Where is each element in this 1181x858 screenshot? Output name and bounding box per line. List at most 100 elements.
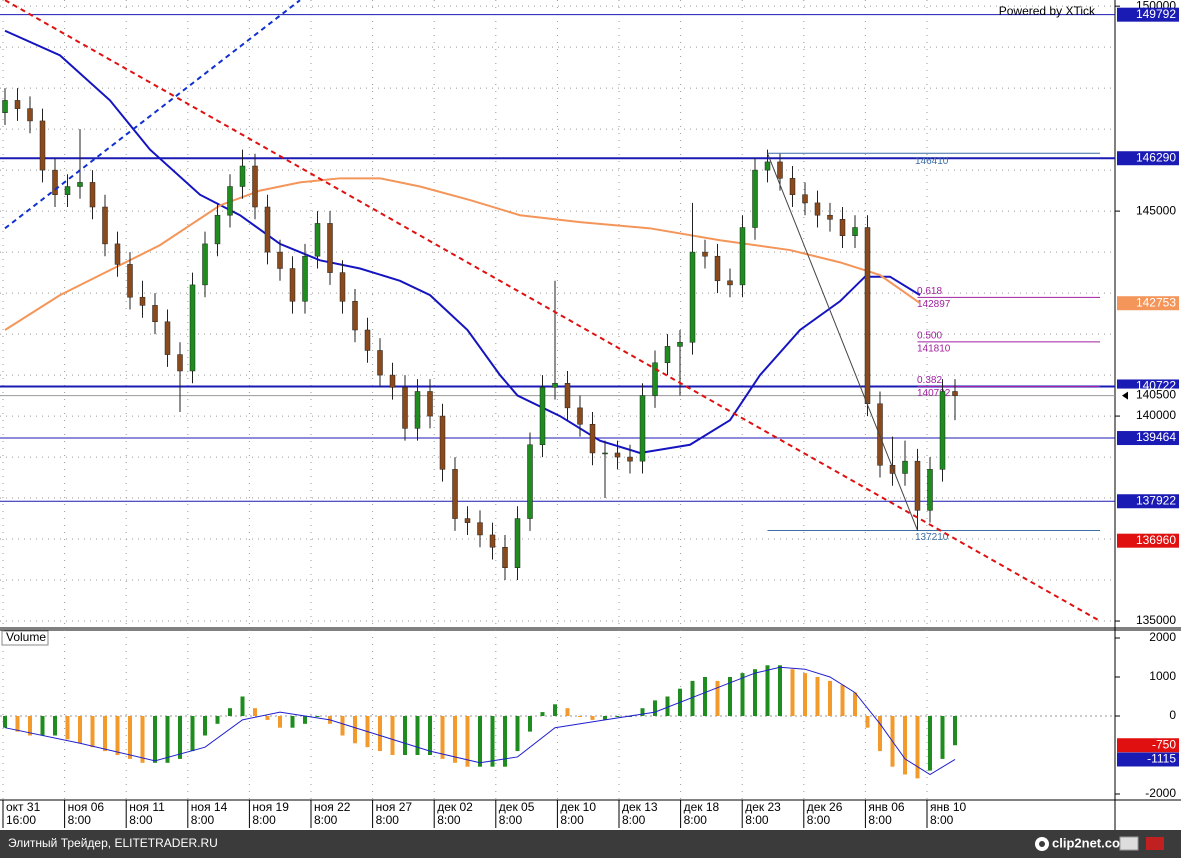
x-date-label: янв 10 xyxy=(930,800,967,814)
candle-body xyxy=(739,227,746,286)
volume-bar xyxy=(515,715,520,752)
candle-body xyxy=(702,251,708,257)
volume-bar xyxy=(378,715,382,752)
volume-bar xyxy=(503,715,507,767)
volume-bar xyxy=(603,715,607,720)
candle-body xyxy=(402,387,408,429)
candle-body xyxy=(502,546,508,568)
x-time-label: 8:00 xyxy=(499,813,523,827)
candle-body xyxy=(302,255,308,302)
fib-ratio: 0.618 xyxy=(917,286,942,297)
candle-body xyxy=(727,280,733,286)
candle-body xyxy=(777,161,783,179)
trendline xyxy=(4,0,301,230)
candle-body xyxy=(314,223,321,257)
logo-icon xyxy=(1039,841,1045,847)
candle-body xyxy=(439,415,446,470)
volume-value-label-box xyxy=(1117,738,1179,753)
candle-body xyxy=(414,391,421,429)
volume-bar xyxy=(478,715,482,767)
volume-value-label: -750 xyxy=(1152,737,1176,751)
price-panel: 146410 137210 0.618 142897 0.500 141810 0.382 1… xyxy=(0,0,1115,628)
volume-bar xyxy=(278,715,282,728)
candle-body xyxy=(864,227,871,405)
volume-bar xyxy=(53,715,57,736)
candle-body xyxy=(614,452,621,458)
candle-body xyxy=(239,165,246,187)
volume-bar xyxy=(3,715,7,728)
volume-bar xyxy=(453,715,457,763)
axes: 1350001400001450001500001497921462901407… xyxy=(2,0,1179,828)
volume-bar xyxy=(853,692,857,716)
moving-average xyxy=(4,177,921,331)
volume-bar xyxy=(740,673,745,716)
volume-bar xyxy=(865,715,870,728)
signal-value-label: -1115 xyxy=(1147,752,1176,766)
x-date-label: дек 26 xyxy=(807,800,843,814)
x-time-label: 8:00 xyxy=(622,813,646,827)
candle-body xyxy=(39,120,46,171)
x-time-label: 8:00 xyxy=(129,813,153,827)
x-date-label: ноя 19 xyxy=(252,800,289,814)
level-label-box xyxy=(1117,494,1179,509)
volume-bar xyxy=(715,680,720,716)
x-date-label: дек 10 xyxy=(560,800,596,814)
volume-bar xyxy=(665,696,670,716)
x-date-label: дек 05 xyxy=(499,800,535,814)
candle-body xyxy=(714,255,721,282)
candle-body xyxy=(914,460,921,511)
candle-body xyxy=(114,243,121,265)
volume-panel xyxy=(0,630,1115,800)
level-label: 146290 xyxy=(1136,150,1176,164)
price-label-box xyxy=(1117,388,1179,403)
volume-bar xyxy=(540,712,545,716)
candle-body xyxy=(477,522,483,536)
volume-bar xyxy=(78,715,82,744)
volume-bar xyxy=(615,715,620,717)
candle-body xyxy=(952,391,958,396)
candle-body xyxy=(564,383,571,409)
volume-bar xyxy=(415,715,420,755)
x-time-label: 8:00 xyxy=(191,813,215,827)
volume-bar xyxy=(553,704,557,716)
volume-bar xyxy=(253,708,257,716)
trendline xyxy=(4,0,1101,622)
volume-bar xyxy=(690,680,695,716)
level-label: 136960 xyxy=(1136,533,1176,547)
volume-tick-label: -2000 xyxy=(1145,786,1176,800)
level-label-box xyxy=(1117,7,1179,22)
candle-body xyxy=(527,444,533,519)
candle-body xyxy=(264,206,271,253)
fib-ratio: 0.500 xyxy=(917,331,942,342)
fib-ratio: 0.382 xyxy=(917,375,942,386)
x-time-label: 8:00 xyxy=(807,813,831,827)
x-date-label: окт 31 xyxy=(6,800,41,814)
icon xyxy=(1119,836,1139,851)
candle-body xyxy=(764,161,771,171)
candle-body xyxy=(139,296,146,306)
x-date-label: ноя 27 xyxy=(376,800,413,814)
volume-bar xyxy=(228,708,232,716)
fib-label: 137210 xyxy=(915,532,949,543)
volume-bar xyxy=(265,715,270,720)
footer-text: Элитный Трейдер, ELITETRADER.RU xyxy=(8,836,218,850)
candle-body xyxy=(152,305,158,323)
fib-price: 141810 xyxy=(917,344,951,355)
candle-body xyxy=(852,227,858,236)
price-label: 140500 xyxy=(1136,388,1176,402)
y-tick-label: 140000 xyxy=(1136,408,1176,422)
volume-bar xyxy=(790,669,795,716)
volume-tick-label: 1000 xyxy=(1149,669,1176,683)
candle-body xyxy=(177,354,183,372)
volume-bar xyxy=(103,715,107,752)
x-date-label: янв 06 xyxy=(868,800,905,814)
candle-body xyxy=(489,534,496,548)
candle-body xyxy=(927,469,933,511)
candle-body xyxy=(52,169,58,195)
candle-body xyxy=(227,186,233,216)
volume-bar xyxy=(765,665,770,716)
candle-body xyxy=(602,452,608,455)
candle-body xyxy=(652,362,658,396)
level-label: 149792 xyxy=(1136,7,1176,21)
candle-body xyxy=(14,100,21,109)
